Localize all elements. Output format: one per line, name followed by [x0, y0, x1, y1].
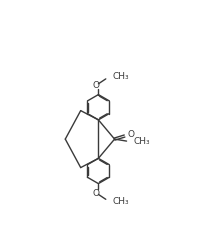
Text: O: O [127, 130, 134, 139]
Text: CH₃: CH₃ [112, 72, 128, 81]
Text: O: O [92, 81, 99, 90]
Text: CH₃: CH₃ [112, 197, 128, 206]
Text: O: O [92, 189, 99, 198]
Text: CH₃: CH₃ [133, 137, 150, 146]
